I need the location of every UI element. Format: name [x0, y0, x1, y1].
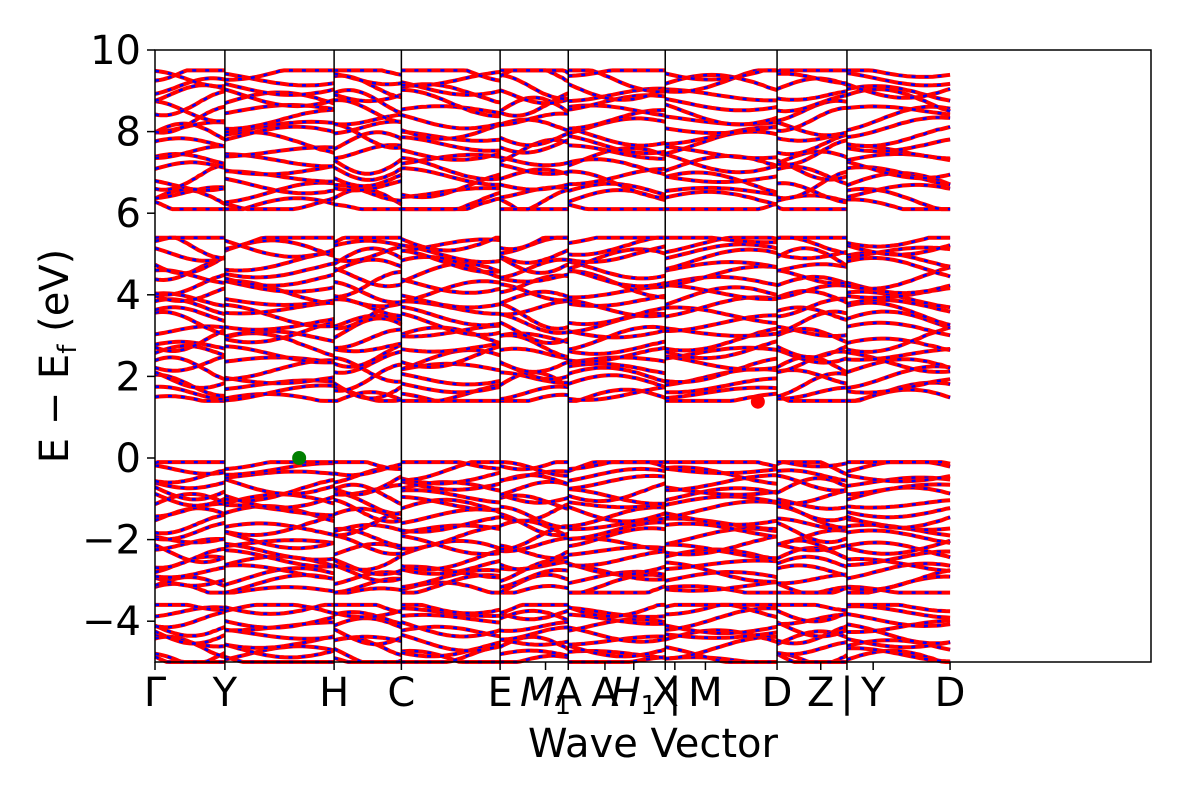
y-axis-label: E − Ef (eV): [32, 249, 83, 464]
band-line-blue-11: [154, 566, 951, 591]
y-tick-label-1: −2: [82, 518, 141, 564]
band-line-blue-38: [154, 317, 951, 345]
band-lines: [154, 68, 951, 664]
band-line-blue-55: [154, 162, 951, 192]
band-line-blue-35: [154, 343, 951, 369]
x-tick-label-6: A: [555, 670, 583, 716]
band-line-blue-3: [154, 629, 951, 653]
x-axis-label: Wave Vector: [528, 721, 779, 767]
band-line-blue-28: [154, 460, 951, 471]
band-line-blue-6: [154, 606, 951, 632]
band-line-blue-18: [154, 519, 951, 544]
band-line-blue-37: [154, 325, 951, 354]
x-tick-label-12: D: [762, 670, 793, 716]
y-axis-ticks: −4 −2 0 2 4 6 8 10: [82, 28, 155, 645]
x-tick-label-3: C: [387, 670, 415, 716]
band-line-blue-62: [154, 105, 951, 134]
band-line-blue-15: [154, 539, 951, 564]
x-tick-label-5: M1: [520, 670, 571, 721]
band-line-blue-48: [154, 239, 951, 264]
x-tick-label-16: D: [935, 670, 966, 716]
band-line-blue-39: [154, 310, 951, 337]
x-tick-label-4: E: [487, 670, 512, 716]
band-line-blue-60: [154, 122, 951, 150]
y-tick-label-3: 2: [116, 354, 141, 400]
vbm-marker: [292, 451, 307, 465]
band-line-blue-16: [154, 534, 951, 556]
band-line-blue-56: [154, 154, 951, 182]
band-line-blue-32: [154, 363, 951, 393]
cbm-marker: [750, 394, 765, 409]
band-line-blue-67: [154, 69, 951, 94]
band-line-blue-4: [154, 623, 951, 646]
band-line-blue-53: [154, 181, 951, 204]
x-tick-label-1: Y: [212, 670, 238, 716]
band-line-blue-7: [154, 603, 951, 623]
plot-frame: [154, 49, 1152, 663]
y-tick-label-4: 4: [116, 273, 141, 319]
band-line-blue-26: [154, 466, 951, 486]
x-tick-label-11: M: [688, 670, 723, 716]
band-line-blue-40: [154, 301, 951, 330]
band-line-blue-14: [154, 546, 951, 572]
y-tick-label-2: 0: [116, 436, 141, 482]
high-symmetry-lines: [224, 50, 848, 662]
y-tick-label-5: 6: [116, 191, 141, 237]
band-line-blue-8: [155, 603, 951, 618]
band-line-blue-25: [154, 473, 951, 496]
band-line-red-17: [154, 524, 951, 552]
band-line-blue-58: [154, 138, 951, 166]
y-axis-label-sub: f: [53, 344, 83, 354]
band-line-blue-61: [154, 116, 951, 141]
band-line-blue-33: [154, 355, 951, 384]
y-tick-label-0: −4: [82, 599, 141, 645]
x-tick-label-8: H1: [610, 670, 657, 721]
band-line-blue-49: [155, 236, 951, 260]
x-tick-label-15: Y: [860, 670, 886, 716]
band-line-blue-57: [154, 146, 951, 176]
y-axis-label-main: E − E: [32, 354, 78, 464]
x-tick-label-7: A: [591, 670, 619, 716]
band-edge-markers: [292, 394, 765, 465]
band-line-blue-46: [154, 255, 951, 282]
x-tick-label-13: Z: [807, 670, 834, 716]
x-tick-label-14: |: [840, 670, 853, 716]
band-line-blue-44: [154, 269, 951, 299]
band-line-blue-52: [154, 187, 951, 211]
y-axis-label-unit: (eV): [32, 249, 78, 345]
x-tick-label-0: Γ: [144, 670, 167, 716]
band-line-red-65: [154, 82, 951, 109]
band-line-blue-9: [154, 581, 951, 594]
band-line-blue-68: [154, 69, 951, 82]
band-line-blue-50: [154, 236, 951, 252]
band-line-blue-59: [154, 130, 951, 156]
y-tick-label-6: 8: [116, 110, 141, 156]
y-tick-label-7: 10: [90, 28, 141, 74]
band-line-blue-47: [154, 246, 951, 275]
band-line-blue-42: [154, 286, 951, 309]
band-line-blue-12: [154, 559, 951, 583]
band-line-blue-41: [154, 296, 951, 318]
band-line-blue-51: [154, 196, 951, 211]
x-tick-label-9: X: [652, 670, 679, 716]
x-tick-label-10: |: [668, 670, 681, 716]
band-line-red-30: [154, 380, 951, 403]
band-line-blue-21: [154, 498, 951, 523]
band-line-blue-66: [154, 73, 951, 102]
x-tick-label-2: H: [319, 670, 349, 716]
